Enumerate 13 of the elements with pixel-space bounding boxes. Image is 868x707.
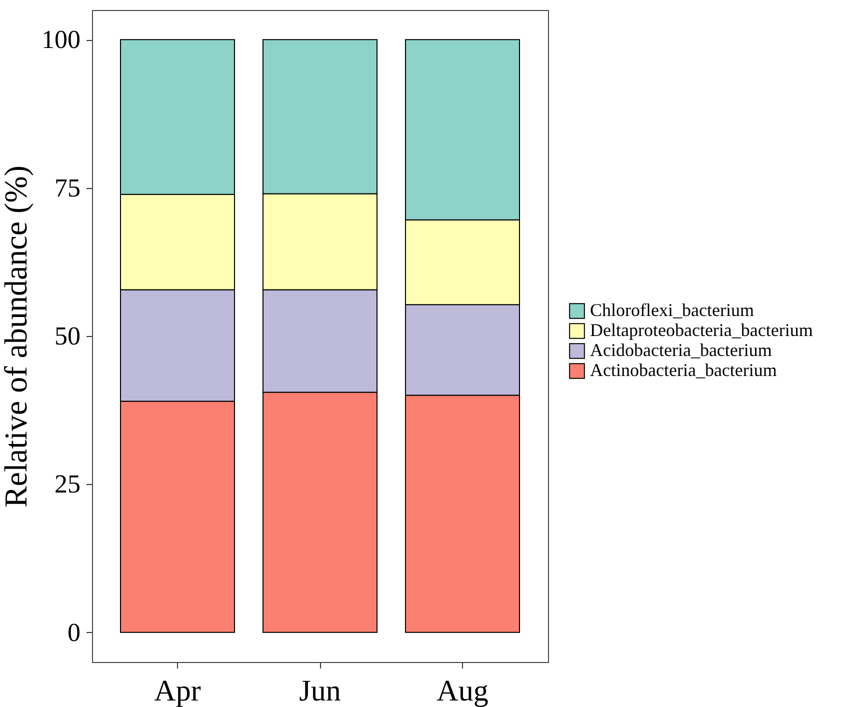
y-axis-title: Relative of abundance (%) xyxy=(0,165,34,508)
x-tick-label: Jun xyxy=(299,674,341,707)
x-tick-label: Aug xyxy=(436,674,488,707)
legend-label: Acidobacteria_bacterium xyxy=(590,340,772,360)
y-tick-label: 50 xyxy=(54,322,80,350)
legend-label: Actinobacteria_bacterium xyxy=(590,360,777,380)
y-tick-label: 0 xyxy=(68,618,80,647)
y-tick-label: 75 xyxy=(54,173,80,202)
x-tick-label: Apr xyxy=(154,674,201,707)
y-tick-label: 100 xyxy=(42,25,80,54)
y-tick-label: 25 xyxy=(54,470,80,499)
legend-label: Deltaproteobacteria_bacterium xyxy=(590,320,813,340)
legend-label: Chloroflexi_bacterium xyxy=(590,300,754,320)
